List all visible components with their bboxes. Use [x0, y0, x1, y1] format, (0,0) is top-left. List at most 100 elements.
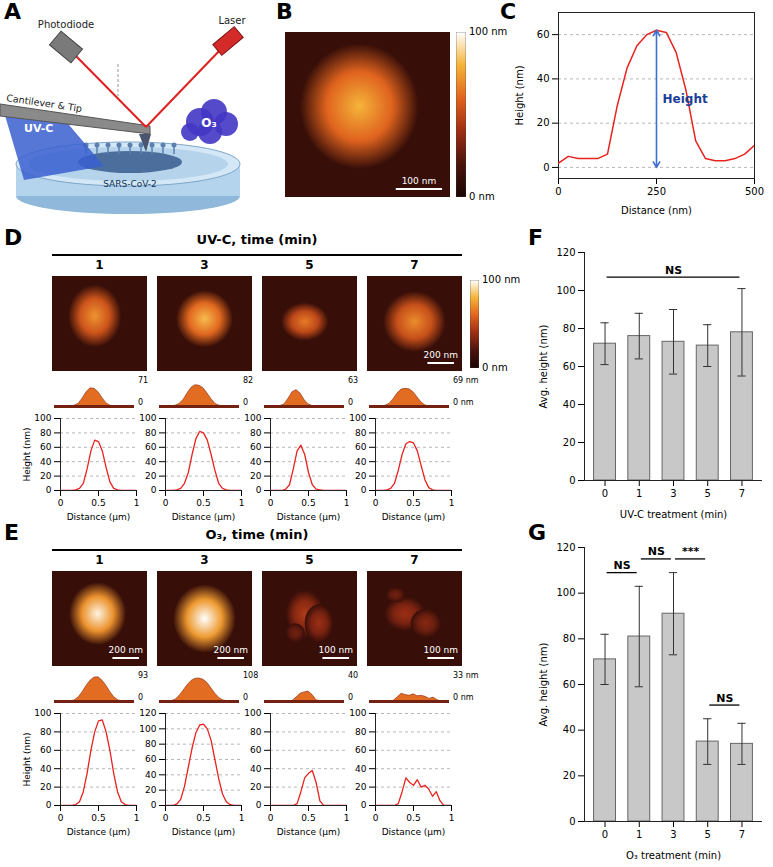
- svg-text:60: 60: [355, 745, 367, 755]
- svg-text:20: 20: [563, 437, 576, 448]
- svg-text:3: 3: [670, 829, 676, 840]
- svg-text:UV-C: UV-C: [24, 122, 53, 135]
- svg-text:Height (nm): Height (nm): [22, 427, 32, 481]
- svg-text:100: 100: [139, 413, 156, 423]
- svg-text:20: 20: [563, 770, 576, 781]
- svg-text:80: 80: [145, 428, 157, 438]
- svg-text:60: 60: [40, 442, 52, 452]
- svg-text:40: 40: [40, 457, 52, 467]
- svg-text:40: 40: [563, 399, 576, 410]
- svg-text:20: 20: [250, 782, 262, 792]
- svg-text:60: 60: [250, 442, 262, 452]
- svg-text:60: 60: [355, 442, 367, 452]
- svg-text:60: 60: [537, 29, 550, 40]
- svg-text:1: 1: [344, 813, 350, 823]
- svg-text:120: 120: [556, 247, 575, 258]
- svg-text:Distance (μm): Distance (μm): [277, 827, 341, 837]
- svg-text:0: 0: [602, 488, 608, 499]
- svg-text:0: 0: [373, 813, 379, 823]
- svg-text:0: 0: [46, 800, 52, 810]
- svg-text:200 nm: 200 nm: [423, 350, 458, 360]
- svg-text:Distance (μm): Distance (μm): [172, 827, 236, 837]
- svg-text:***: ***: [682, 545, 700, 558]
- svg-text:O₃ treatment (min): O₃ treatment (min): [626, 850, 721, 861]
- svg-text:100: 100: [244, 413, 261, 423]
- svg-text:UV-C treatment (min): UV-C treatment (min): [620, 509, 727, 520]
- svg-text:40: 40: [250, 764, 262, 774]
- svg-text:40: 40: [40, 764, 52, 774]
- svg-text:0.5: 0.5: [301, 813, 315, 823]
- svg-text:100: 100: [244, 708, 261, 718]
- svg-text:5: 5: [705, 488, 711, 499]
- svg-text:0: 0: [256, 800, 262, 810]
- svg-text:NS: NS: [665, 264, 682, 277]
- svg-text:Height: Height: [663, 92, 708, 106]
- svg-text:80: 80: [145, 739, 157, 749]
- svg-text:0.5: 0.5: [91, 498, 105, 508]
- svg-text:0: 0: [602, 829, 608, 840]
- svg-text:0.5: 0.5: [301, 498, 315, 508]
- svg-text:20: 20: [355, 471, 367, 481]
- svg-text:Distance (μm): Distance (μm): [382, 512, 446, 522]
- svg-text:100: 100: [556, 587, 575, 598]
- svg-text:80: 80: [250, 727, 262, 737]
- svg-text:20: 20: [40, 782, 52, 792]
- svg-text:500: 500: [745, 186, 764, 197]
- svg-text:40: 40: [355, 764, 367, 774]
- svg-text:5: 5: [705, 829, 711, 840]
- svg-text:0: 0: [256, 485, 262, 495]
- svg-text:40: 40: [145, 457, 157, 467]
- svg-text:1: 1: [239, 813, 245, 823]
- svg-text:0: 0: [58, 498, 64, 508]
- svg-text:Distance (μm): Distance (μm): [67, 827, 131, 837]
- svg-text:60: 60: [563, 679, 576, 690]
- svg-text:60: 60: [40, 745, 52, 755]
- svg-text:20: 20: [250, 471, 262, 481]
- svg-text:200 nm: 200 nm: [108, 645, 143, 655]
- svg-text:NS: NS: [614, 559, 631, 572]
- svg-text:Avg. height (nm): Avg. height (nm): [538, 643, 549, 727]
- svg-text:40: 40: [563, 724, 576, 735]
- svg-text:0: 0: [151, 485, 157, 495]
- svg-text:100: 100: [349, 708, 366, 718]
- svg-text:SARS-CoV-2: SARS-CoV-2: [103, 179, 157, 189]
- svg-text:0: 0: [163, 498, 169, 508]
- svg-text:40: 40: [537, 73, 550, 84]
- svg-text:0: 0: [46, 485, 52, 495]
- svg-text:0: 0: [543, 162, 549, 173]
- svg-text:Avg. height (nm): Avg. height (nm): [538, 325, 549, 409]
- svg-text:20: 20: [145, 785, 157, 795]
- svg-text:7: 7: [739, 488, 745, 499]
- svg-text:80: 80: [40, 727, 52, 737]
- svg-text:7: 7: [739, 829, 745, 840]
- svg-text:100 nm: 100 nm: [423, 645, 458, 655]
- svg-text:0: 0: [555, 186, 561, 197]
- svg-text:0.5: 0.5: [91, 813, 105, 823]
- svg-text:1: 1: [636, 829, 642, 840]
- svg-text:80: 80: [355, 428, 367, 438]
- svg-text:100: 100: [34, 708, 51, 718]
- svg-text:0: 0: [163, 813, 169, 823]
- svg-text:60: 60: [145, 442, 157, 452]
- svg-text:20: 20: [537, 117, 550, 128]
- svg-text:100 nm: 100 nm: [318, 645, 353, 655]
- svg-text:0: 0: [268, 813, 274, 823]
- svg-text:60: 60: [145, 754, 157, 764]
- svg-text:100: 100: [349, 413, 366, 423]
- svg-text:Height (nm): Height (nm): [514, 65, 525, 125]
- svg-text:0: 0: [569, 475, 575, 486]
- svg-text:120: 120: [139, 708, 156, 718]
- svg-text:80: 80: [563, 323, 576, 334]
- svg-text:100: 100: [556, 285, 575, 296]
- svg-text:60: 60: [250, 745, 262, 755]
- svg-text:200 nm: 200 nm: [213, 645, 248, 655]
- svg-text:80: 80: [40, 428, 52, 438]
- svg-text:Distance (μm): Distance (μm): [67, 512, 131, 522]
- svg-text:0: 0: [58, 813, 64, 823]
- svg-text:Laser: Laser: [218, 15, 246, 26]
- svg-text:1: 1: [449, 813, 455, 823]
- svg-text:100 nm: 100 nm: [402, 176, 437, 186]
- svg-text:0.5: 0.5: [196, 813, 210, 823]
- svg-text:0.5: 0.5: [406, 498, 420, 508]
- svg-text:0.5: 0.5: [196, 498, 210, 508]
